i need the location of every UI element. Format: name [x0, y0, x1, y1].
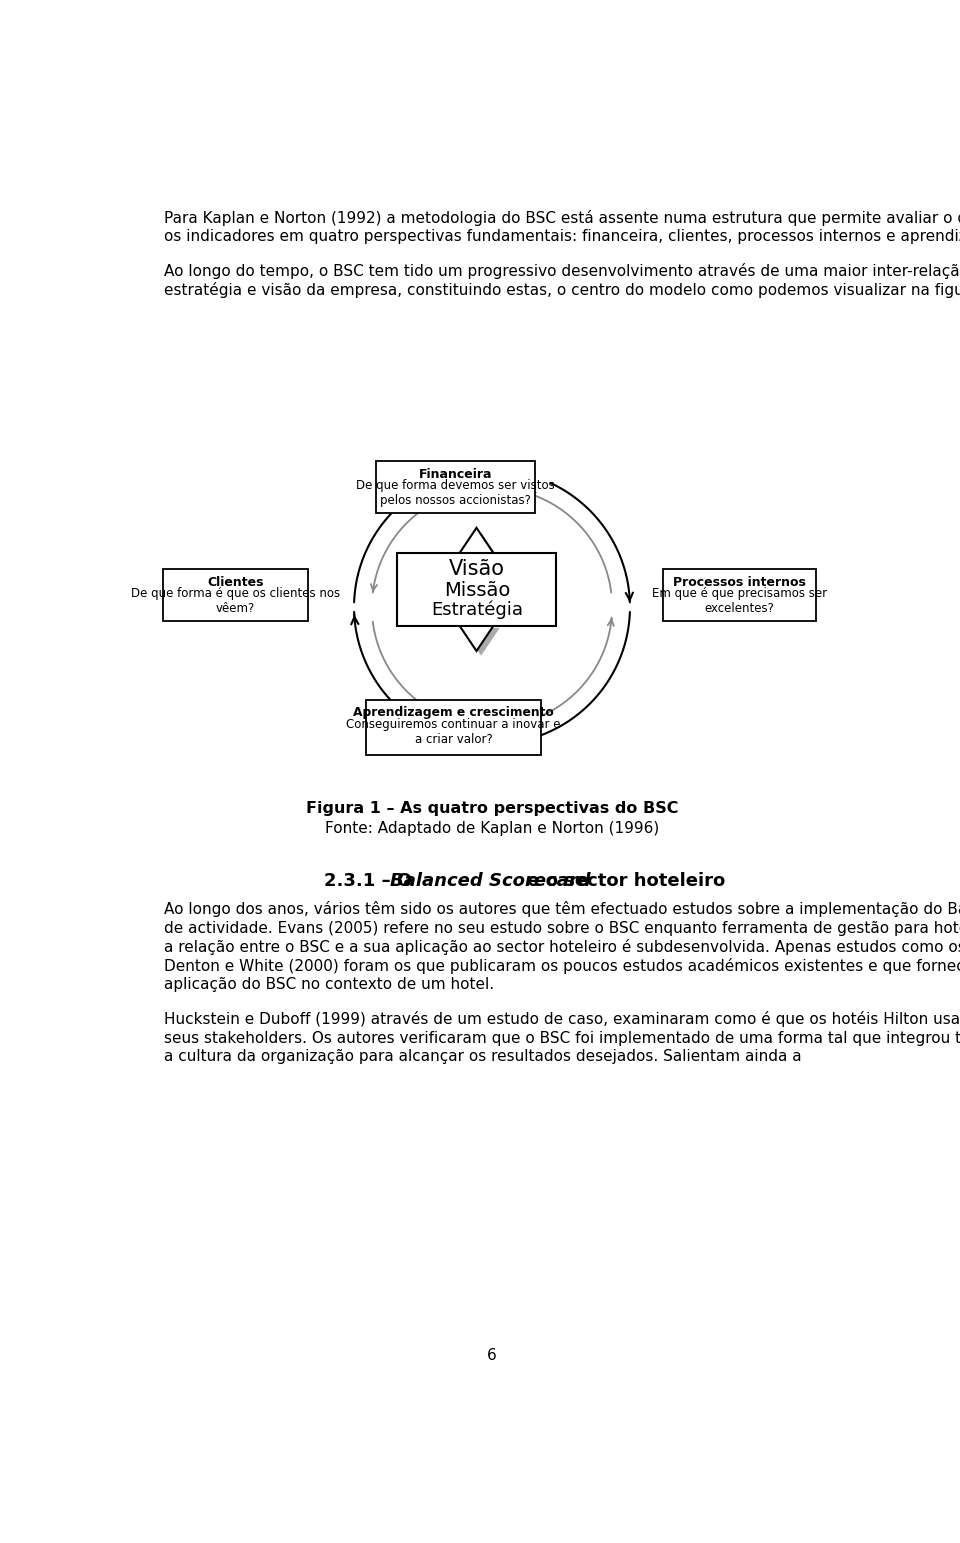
- Polygon shape: [463, 532, 500, 560]
- Text: Clientes: Clientes: [207, 576, 264, 588]
- Text: a relação entre o BSC e a sua aplicação ao sector hoteleiro é subdesenvolvida. A: a relação entre o BSC e a sua aplicação …: [164, 940, 960, 955]
- Polygon shape: [420, 576, 447, 613]
- Polygon shape: [476, 580, 511, 599]
- Text: Missão: Missão: [444, 582, 510, 600]
- Text: e o sector hoteleiro: e o sector hoteleiro: [520, 872, 725, 890]
- Text: Fonte: Adaptado de Kaplan e Norton (1996): Fonte: Adaptado de Kaplan e Norton (1996…: [324, 821, 660, 836]
- Text: Estratégia: Estratégia: [431, 600, 523, 619]
- Text: Ao longo dos anos, vários têm sido os autores que têm efectuado estudos sobre a : Ao longo dos anos, vários têm sido os au…: [164, 901, 960, 917]
- Polygon shape: [481, 585, 516, 603]
- Text: Figura 1 – As quatro perspectivas do BSC: Figura 1 – As quatro perspectivas do BSC: [305, 801, 679, 816]
- Polygon shape: [468, 580, 486, 599]
- Polygon shape: [472, 594, 491, 628]
- Text: os indicadores em quatro perspectivas fundamentais: financeira, clientes, proces: os indicadores em quatro perspectivas fu…: [164, 228, 960, 244]
- Bar: [162, 569, 308, 620]
- Polygon shape: [458, 623, 495, 651]
- Text: 6: 6: [487, 1349, 497, 1362]
- Text: De que forma devemos ser vistos
pelos nossos accionistas?: De que forma devemos ser vistos pelos no…: [356, 480, 555, 508]
- Polygon shape: [463, 628, 500, 656]
- Text: Para Kaplan e Norton (1992) a metodologia do BSC está assente numa estrutura que: Para Kaplan e Norton (1992) a metodologi…: [164, 210, 960, 225]
- Text: Denton e White (2000) foram os que publicaram os poucos estudos académicos exist: Denton e White (2000) foram os que publi…: [164, 958, 960, 974]
- Text: 2.3.1 – O: 2.3.1 – O: [324, 872, 418, 890]
- Text: Aprendizagem e crescimento: Aprendizagem e crescimento: [353, 707, 554, 719]
- Text: Huckstein e Duboff (1999) através de um estudo de caso, examinaram como é que os: Huckstein e Duboff (1999) através de um …: [164, 1011, 960, 1028]
- Polygon shape: [443, 580, 476, 599]
- Text: de actividade. Evans (2005) refere no seu estudo sobre o BSC enquanto ferramenta: de actividade. Evans (2005) refere no se…: [164, 920, 960, 937]
- Text: seus stakeholders. Os autores verificaram que o BSC foi implementado de uma form: seus stakeholders. Os autores verificara…: [164, 1029, 960, 1046]
- Text: aplicação do BSC no contexto de um hotel.: aplicação do BSC no contexto de um hotel…: [164, 977, 494, 992]
- Polygon shape: [468, 589, 486, 623]
- Text: estratégia e visão da empresa, constituindo estas, o centro do modelo como podem: estratégia e visão da empresa, constitui…: [164, 282, 960, 298]
- Polygon shape: [472, 560, 491, 594]
- Text: a cultura da organização para alcançar os resultados desejados. Salientam ainda : a cultura da organização para alcançar o…: [164, 1049, 802, 1063]
- Polygon shape: [415, 571, 443, 608]
- Text: De que forma é que os clientes nos
vêem?: De que forma é que os clientes nos vêem?: [131, 586, 340, 616]
- Polygon shape: [472, 585, 491, 603]
- Polygon shape: [516, 576, 543, 613]
- Text: Visão: Visão: [449, 560, 505, 579]
- Polygon shape: [468, 555, 486, 589]
- Text: Balanced Scorecard: Balanced Scorecard: [390, 872, 590, 890]
- Bar: [662, 569, 816, 620]
- Polygon shape: [447, 585, 481, 603]
- Text: Em que é que precisamos ser
excelentes?: Em que é que precisamos ser excelentes?: [652, 586, 827, 616]
- Text: Financeira: Financeira: [419, 468, 492, 481]
- Polygon shape: [511, 571, 539, 608]
- Bar: [367, 699, 540, 755]
- Bar: [397, 554, 557, 626]
- Text: Conseguiremos continuar a inovar e
a criar valor?: Conseguiremos continuar a inovar e a cri…: [347, 717, 561, 745]
- Text: Processos internos: Processos internos: [673, 576, 805, 588]
- Text: Ao longo do tempo, o BSC tem tido um progressivo desenvolvimento através de uma : Ao longo do tempo, o BSC tem tido um pro…: [164, 262, 960, 279]
- Polygon shape: [458, 528, 495, 555]
- Bar: [375, 461, 535, 514]
